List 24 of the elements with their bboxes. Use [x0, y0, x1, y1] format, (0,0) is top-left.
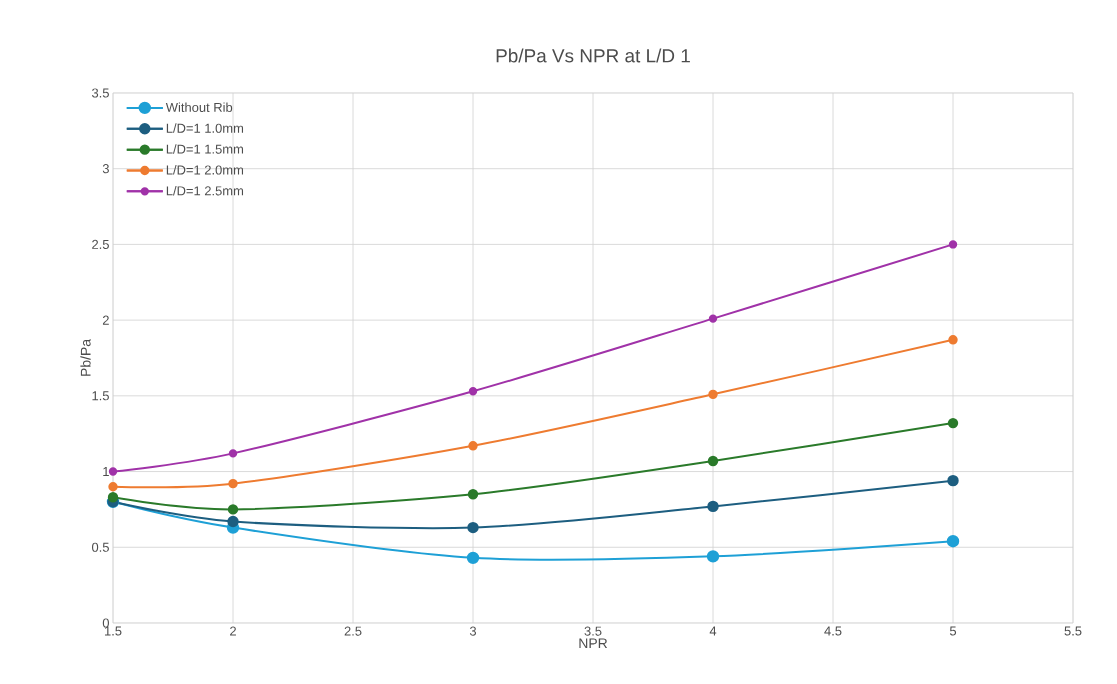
y-tick-label: 1.5	[92, 391, 109, 401]
y-tick-label: 2.5	[92, 239, 109, 249]
x-tick-label: 2.5	[344, 626, 362, 636]
x-tick-label: 5	[949, 626, 957, 636]
x-tick-label: 3	[469, 626, 477, 636]
y-tick-label: 3.5	[91, 88, 109, 98]
legend-label: L/D=1 2.0mm	[166, 165, 244, 175]
y-tick-label: 2	[102, 315, 109, 325]
y-tick-label: 3	[102, 164, 109, 174]
x-tick-label: 2	[230, 626, 236, 636]
y-tick-label: 1	[103, 467, 109, 477]
chart-title: Pb/Pa Vs NPR at L/D 1	[496, 48, 690, 63]
x-tick-label: 4	[709, 626, 717, 636]
x-axis-title: NPR	[579, 638, 608, 649]
x-tick-label: 4.5	[824, 626, 842, 636]
legend-label: L/D=1 1.5mm	[166, 144, 244, 154]
y-axis-title: Pb/Pa	[80, 338, 91, 376]
legend-label: L/D=1 1.0mm	[166, 123, 244, 133]
y-tick-label: 0	[102, 618, 109, 628]
x-tick-label: 5.5	[1064, 626, 1082, 636]
y-tick-label: 0.5	[91, 542, 109, 552]
legend-label: Without Rib	[165, 102, 233, 112]
x-tick-label: 3.5	[584, 626, 602, 636]
legend-label: L/D=1 2.5mm	[166, 185, 244, 196]
